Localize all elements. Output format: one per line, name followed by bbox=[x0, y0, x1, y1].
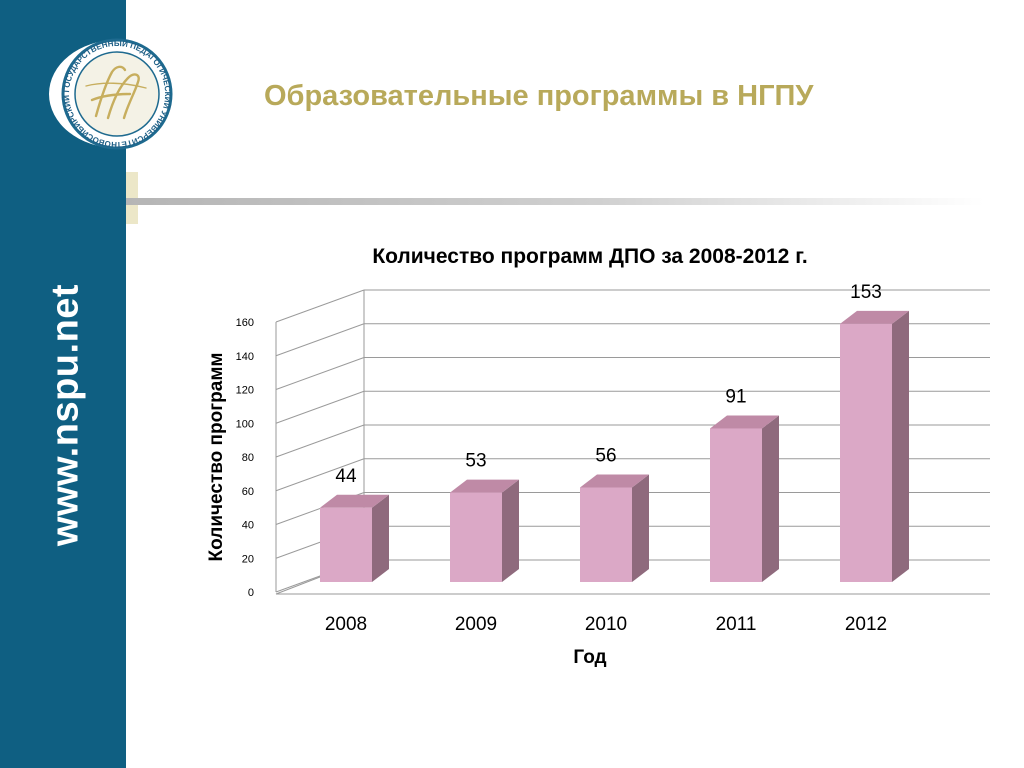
bar bbox=[320, 507, 372, 582]
gridline-side bbox=[275, 458, 365, 492]
bar-top bbox=[450, 479, 519, 493]
data-label: 44 bbox=[335, 466, 357, 487]
y-tick-label: 120 bbox=[236, 385, 254, 397]
bar-top bbox=[580, 474, 649, 488]
data-label: 153 bbox=[850, 282, 882, 303]
bar-side bbox=[762, 415, 779, 582]
bar-side bbox=[632, 474, 649, 582]
bar-side bbox=[502, 479, 519, 582]
y-tick-label: 0 bbox=[248, 587, 254, 599]
gridline-side bbox=[275, 289, 365, 323]
header-divider bbox=[126, 198, 984, 205]
gridline-side bbox=[275, 323, 365, 357]
bar bbox=[450, 492, 502, 582]
y-axis-title: Количество программ bbox=[206, 353, 227, 562]
data-label: 53 bbox=[465, 451, 486, 472]
data-label: 91 bbox=[725, 386, 746, 407]
y-tick-label: 100 bbox=[236, 418, 254, 430]
bar-chart: Количество программ ДПО за 2008-2012 г. 0… bbox=[206, 245, 990, 668]
bar-top bbox=[320, 494, 389, 508]
website-url: www.nspu.net bbox=[44, 283, 87, 547]
bar-top bbox=[840, 310, 909, 324]
data-label: 56 bbox=[595, 446, 616, 467]
bar-side bbox=[892, 310, 909, 582]
slide-title: Образовательные программы в НГПУ bbox=[264, 80, 814, 112]
bar bbox=[710, 428, 762, 582]
x-axis-title: Год bbox=[573, 647, 606, 668]
bar bbox=[840, 323, 892, 582]
chart-title: Количество программ ДПО за 2008-2012 г. bbox=[372, 245, 807, 268]
x-tick-label: 2011 bbox=[716, 614, 757, 635]
y-tick-label: 80 bbox=[242, 452, 254, 464]
y-tick-label: 40 bbox=[242, 520, 254, 532]
gridline-side bbox=[275, 390, 365, 424]
x-tick-label: 2010 bbox=[585, 614, 627, 635]
x-tick-label: 2009 bbox=[455, 614, 497, 635]
university-logo: НОВОСИБИРСКИЙ ГОСУДАРСТВЕННЫЙ ПЕДАГОГИЧЕ… bbox=[49, 38, 185, 150]
y-tick-label: 160 bbox=[236, 317, 254, 329]
y-tick-label: 60 bbox=[242, 486, 254, 498]
logo-monogram bbox=[85, 65, 147, 120]
x-tick-label: 2008 bbox=[325, 614, 367, 635]
bar-side bbox=[372, 494, 389, 582]
bar bbox=[580, 487, 632, 582]
bar-top bbox=[710, 415, 779, 429]
y-tick-label: 20 bbox=[242, 553, 254, 565]
x-tick-label: 2012 bbox=[845, 614, 887, 635]
gridline-side bbox=[275, 357, 365, 390]
y-tick-label: 140 bbox=[236, 351, 254, 363]
gridline-side bbox=[275, 424, 365, 458]
